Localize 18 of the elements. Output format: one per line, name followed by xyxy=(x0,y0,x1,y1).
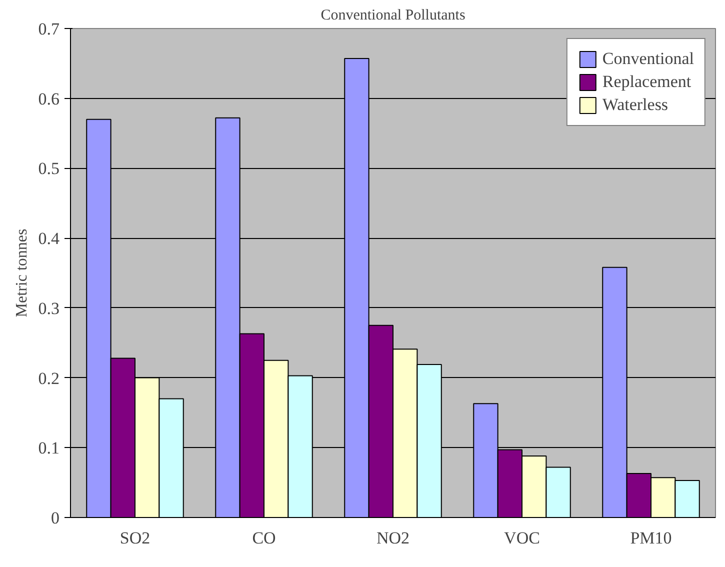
y-tick-label: 0.7 xyxy=(38,20,60,38)
chart-title: Conventional Pollutants xyxy=(320,8,466,24)
y-tick-label: 0.1 xyxy=(38,438,60,458)
y-tick-label: 0.4 xyxy=(38,229,60,248)
x-tick-label: NO2 xyxy=(376,528,410,548)
x-tick-label: CO xyxy=(252,528,276,548)
x-tick-label: SO2 xyxy=(120,528,150,548)
y-tick-label: 0.6 xyxy=(38,89,60,108)
x-tick-label: VOC xyxy=(504,528,540,548)
legend-label: Conventional xyxy=(602,49,694,69)
y-tick-label: 0 xyxy=(51,508,60,528)
y-tick-label: 0.3 xyxy=(38,298,60,318)
y-tick-label: 0.2 xyxy=(38,368,60,388)
legend-label: Replacement xyxy=(602,72,692,92)
y-tick-label: 0.5 xyxy=(38,159,60,178)
y-axis-title: Metric tonnes xyxy=(13,228,30,318)
x-tick-label: PM10 xyxy=(630,528,672,548)
legend-label: Waterless xyxy=(602,95,668,115)
